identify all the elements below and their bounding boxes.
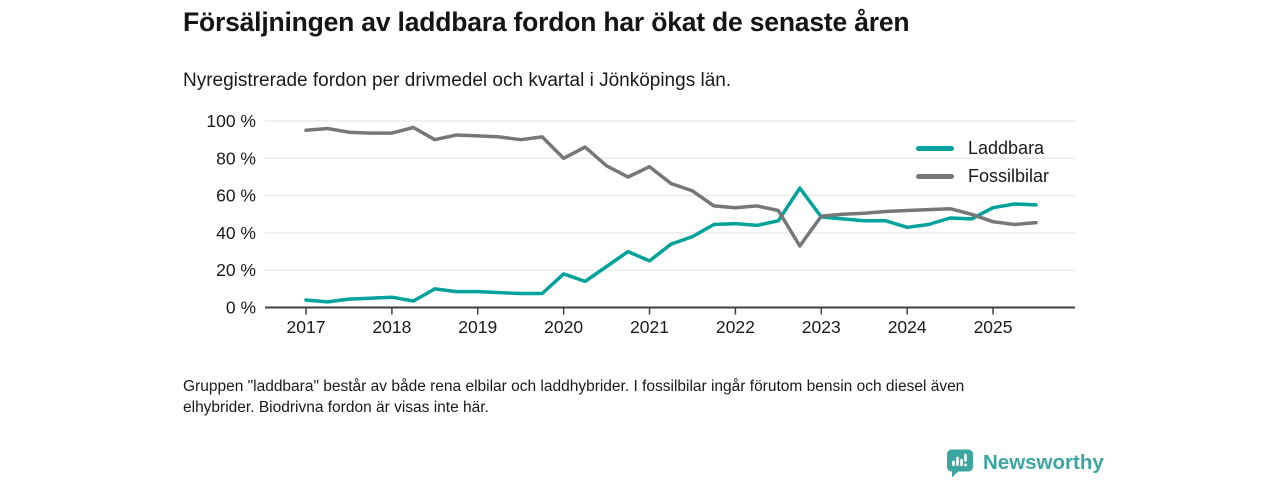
legend-item-laddbara: Laddbara (916, 137, 1049, 160)
y-axis-tick-label: 20 % (216, 260, 256, 280)
x-axis-tick-label: 2023 (802, 317, 841, 337)
y-axis-tick-label: 100 % (206, 111, 256, 131)
chart-title: Försäljningen av laddbara fordon har öka… (183, 7, 910, 37)
x-axis-tick-label: 2019 (458, 317, 497, 337)
chart-subtitle: Nyregistrerade fordon per drivmedel och … (183, 70, 732, 91)
newsworthy-wordmark: Newsworthy (983, 451, 1104, 474)
x-axis-tick-label: 2024 (888, 317, 927, 337)
series-line-laddbara (304, 186, 1038, 304)
legend-label-laddbara: Laddbara (968, 138, 1045, 158)
y-axis-tick-label: 0 % (226, 298, 256, 318)
x-axis-tick-label: 2021 (630, 317, 669, 337)
y-axis-tick-label: 60 % (216, 186, 256, 206)
y-axis-tick-label: 80 % (216, 148, 256, 168)
laddbara-line-swatch (916, 146, 954, 151)
x-axis-tick-label: 2018 (372, 317, 411, 337)
x-axis-tick-label: 2025 (974, 317, 1013, 337)
newsworthy-logo[interactable]: Newsworthy (946, 448, 1104, 478)
x-axis-tick-label: 2020 (544, 317, 583, 337)
legend-item-fossilbilar: Fossilbilar (916, 165, 1049, 188)
chart-footnote: Gruppen "laddbara" består av både rena e… (183, 378, 965, 417)
y-axis-tick-label: 40 % (216, 223, 256, 243)
x-axis-tick-label: 2022 (716, 317, 755, 337)
newsworthy-bar-chart-pin-icon (947, 449, 973, 478)
x-axis-tick-label: 2017 (287, 317, 326, 337)
fossilbilar-line-swatch (916, 174, 954, 179)
chart-legend: Laddbara Fossilbilar (916, 137, 1049, 188)
legend-label-fossilbilar: Fossilbilar (968, 166, 1050, 186)
